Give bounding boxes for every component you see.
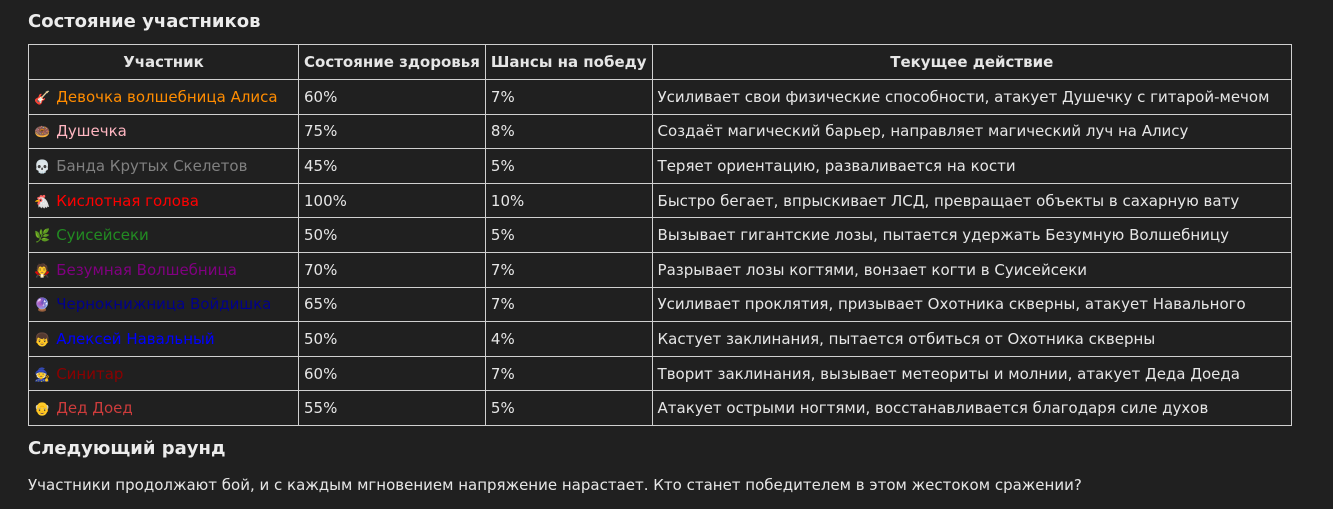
section-title: Следующий раунд — [28, 438, 226, 459]
action-cell: Усиливает свои физические способности, а… — [651, 79, 1293, 115]
participant-name: Безумная Волшебница — [56, 260, 237, 279]
name-cell: 👦 Алексей Навальный — [28, 321, 299, 357]
icon: 🌿 — [34, 229, 51, 245]
participants-table: Участник Состояние здоровья Шансы на поб… — [28, 44, 1293, 426]
health-cell: 75% — [298, 113, 486, 150]
row: 🌿 Суисейсеки 50% 5% Вызывает гигантские лозы… — [28, 217, 1293, 253]
action-cell: Теряет ориентацию, разваливается на кост… — [651, 148, 1293, 184]
header-cell: Состояние здоровья — [298, 44, 486, 80]
row: 🔮 Чернокнижница Войдишка 65% 7% Усиливает пр… — [28, 286, 1293, 323]
health-cell: 45% — [298, 148, 486, 184]
row: 🧛 Безумная Волшебница 70% 7% Разрывает лозы … — [28, 251, 1293, 288]
chance-cell: 7% — [484, 355, 653, 392]
row: 🍩 Душечка 75% 8% Создаёт магический барьер, … — [28, 113, 1293, 150]
participant-name: Душечка — [56, 122, 127, 141]
header-row: Участник Состояние здоровья Шансы на поб… — [28, 44, 1293, 80]
icon: 🔮 — [34, 298, 51, 314]
name-cell: 🍩 Душечка — [28, 113, 299, 150]
participant-name: Алексей Навальный — [56, 329, 215, 348]
health-cell: 50% — [298, 321, 486, 357]
health-cell: 50% — [298, 217, 486, 253]
health-cell: 65% — [298, 286, 486, 323]
participant-name: Банда Крутых Скелетов — [56, 156, 248, 175]
health-cell: 70% — [298, 251, 486, 288]
icon: 🐔 — [34, 194, 51, 210]
row: 👦 Алексей Навальный 50% 4% Кастует заклинани… — [28, 321, 1293, 357]
icon: 💀 — [34, 159, 51, 175]
action-cell: Усиливает проклятия, призывает Охотника … — [651, 286, 1293, 323]
health-cell: 60% — [298, 79, 486, 115]
name-cell: 🧙 Синитар — [28, 355, 299, 392]
action-cell: Творит заклинания, вызывает метеориты и … — [651, 355, 1293, 392]
participant-name: Кислотная голова — [56, 191, 199, 210]
chance-cell: 7% — [484, 251, 653, 288]
header-cell: Шансы на победу — [484, 44, 653, 80]
row: 🎸 Девочка волшебница Алиса 60% 7% Усиливает … — [28, 79, 1293, 115]
participant-name: Суисейсеки — [56, 226, 149, 245]
chance-cell: 7% — [484, 79, 653, 115]
chance-cell: 10% — [484, 182, 653, 219]
name-cell: 🐔 Кислотная голова — [28, 182, 299, 219]
row: 🧙 Синитар 60% 7% Творит заклинания, вызывает… — [28, 355, 1293, 392]
header-cell: Текущее действие — [651, 44, 1293, 80]
name-cell: 👴 Дед Доед — [28, 390, 299, 426]
row: 🐔 Кислотная голова 100% 10% Быстро бегает, в… — [28, 182, 1293, 219]
chance-cell: 7% — [484, 286, 653, 323]
header-cell: Участник — [28, 44, 299, 80]
action-cell: Создаёт магический барьер, направляет ма… — [651, 113, 1293, 150]
icon: 🍩 — [34, 125, 51, 141]
name-cell: 🔮 Чернокнижница Войдишка — [28, 286, 299, 323]
name-cell: 🎸 Девочка волшебница Алиса — [28, 79, 299, 115]
paragraph: Участники продолжают бой, и с каждым мгн… — [28, 476, 1082, 494]
title: Состояние участников — [28, 11, 261, 32]
health-cell: 55% — [298, 390, 486, 426]
health-cell: 100% — [298, 182, 486, 219]
participant-name: Синитар — [56, 364, 124, 383]
participant-name: Дед Доед — [56, 399, 133, 418]
health-cell: 60% — [298, 355, 486, 392]
icon: 👦 — [34, 332, 51, 348]
name-cell: 💀 Банда Крутых Скелетов — [28, 148, 299, 184]
icon: 🧙 — [34, 367, 51, 383]
name-cell: 🧛 Безумная Волшебница — [28, 251, 299, 288]
chance-cell: 4% — [484, 321, 653, 357]
row: 👴 Дед Доед 55% 5% Атакует острыми ногтями, в… — [28, 390, 1293, 426]
chance-cell: 5% — [484, 390, 653, 426]
participant-name: Девочка волшебница Алиса — [56, 87, 278, 106]
icon: 👴 — [34, 402, 51, 418]
chance-cell: 8% — [484, 113, 653, 150]
action-cell: Вызывает гигантские лозы, пытается удерж… — [651, 217, 1293, 253]
action-cell: Разрывает лозы когтями, вонзает когти в … — [651, 251, 1293, 288]
row: 💀 Банда Крутых Скелетов 45% 5% Теряет ориент… — [28, 148, 1293, 184]
icon: 🧛 — [34, 263, 51, 279]
chance-cell: 5% — [484, 148, 653, 184]
participant-name: Чернокнижница Войдишка — [56, 295, 272, 314]
icon: 🎸 — [34, 90, 51, 106]
action-cell: Атакует острыми ногтями, восстанавливает… — [651, 390, 1293, 426]
name-cell: 🌿 Суисейсеки — [28, 217, 299, 253]
action-cell: Быстро бегает, впрыскивает ЛСД, превраща… — [651, 182, 1293, 219]
chance-cell: 5% — [484, 217, 653, 253]
action-cell: Кастует заклинания, пытается отбиться от… — [651, 321, 1293, 357]
